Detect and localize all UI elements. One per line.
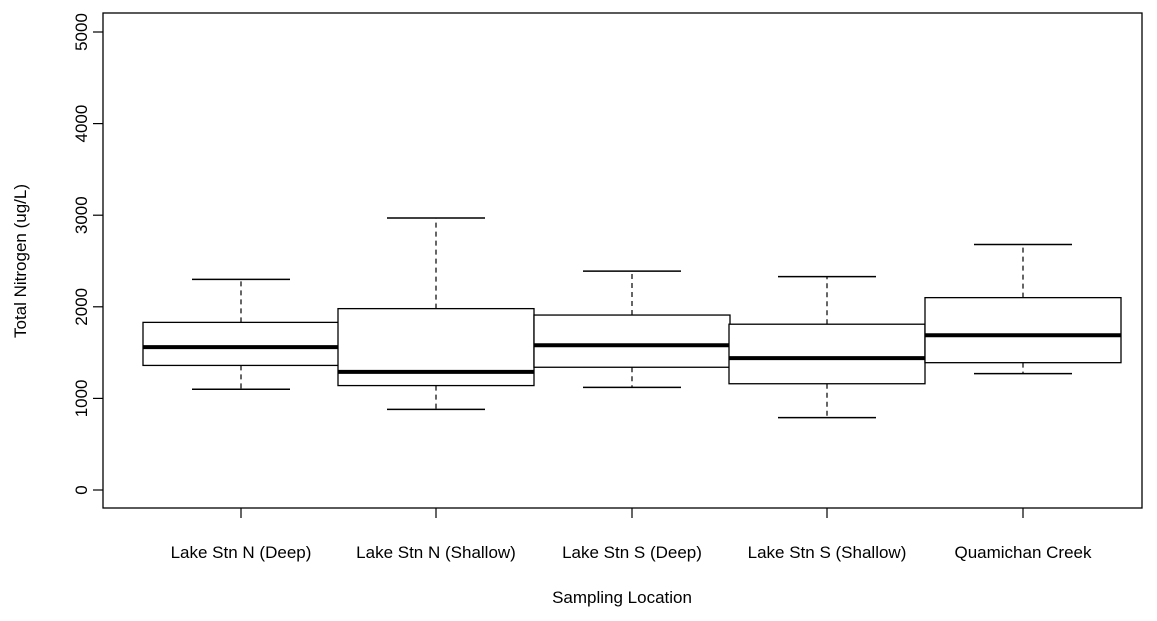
x-axis: Lake Stn N (Deep) Lake Stn N (Shallow) Lak… xyxy=(171,508,1092,562)
x-axis-label: Sampling Location xyxy=(552,588,692,607)
y-tick-label: 3000 xyxy=(72,196,91,234)
plot-frame xyxy=(102,12,1143,509)
y-tick-label: 1000 xyxy=(72,379,91,417)
y-tick-label: 0 xyxy=(72,485,91,494)
iqr-box xyxy=(924,296,1122,364)
y-axis: 0 1000 2000 3000 4000 5000 xyxy=(72,13,103,495)
y-tick-label: 2000 xyxy=(72,288,91,326)
boxes xyxy=(142,217,1122,419)
iqr-box xyxy=(337,307,535,387)
x-tick-label: Lake Stn N (Shallow) xyxy=(356,543,516,562)
box-2 xyxy=(337,217,535,411)
x-tick-label: Lake Stn S (Shallow) xyxy=(748,543,907,562)
iqr-box xyxy=(142,321,340,367)
x-tick-label: Quamichan Creek xyxy=(954,543,1092,562)
box-3 xyxy=(533,270,731,389)
y-tick-label: 5000 xyxy=(72,13,91,51)
y-axis-label: Total Nitrogen (ug/L) xyxy=(11,184,30,338)
iqr-box xyxy=(728,323,926,385)
x-tick-label: Lake Stn N (Deep) xyxy=(171,543,312,562)
y-tick-label: 4000 xyxy=(72,105,91,143)
box-5 xyxy=(924,243,1122,375)
iqr-box xyxy=(533,314,731,368)
x-tick-label: Lake Stn S (Deep) xyxy=(562,543,702,562)
box-4 xyxy=(728,275,926,419)
box-1 xyxy=(142,278,340,390)
